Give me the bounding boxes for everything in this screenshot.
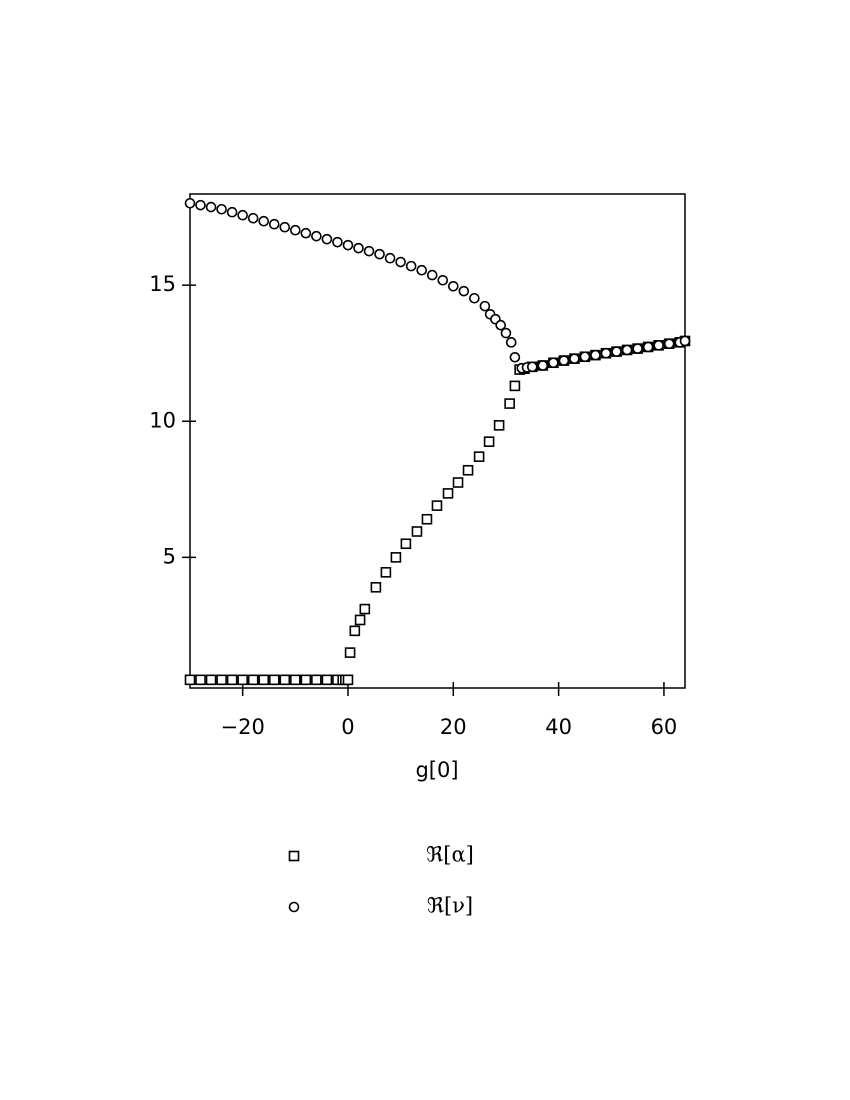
point	[569, 353, 580, 364]
point	[247, 212, 259, 224]
point	[663, 338, 675, 349]
x-tick-label: 0	[341, 715, 354, 739]
point	[184, 197, 196, 209]
point	[311, 230, 322, 242]
point	[509, 380, 521, 392]
x-axis-label: g[0]	[415, 758, 458, 782]
point	[300, 674, 312, 686]
point	[342, 239, 354, 251]
y-tick-label: 5	[163, 544, 176, 568]
point	[216, 674, 227, 686]
y-tick-label: 15	[149, 272, 176, 296]
point	[300, 227, 312, 239]
point	[504, 398, 515, 409]
point	[195, 674, 206, 686]
point	[462, 464, 474, 476]
point	[370, 581, 382, 593]
point	[526, 361, 538, 373]
point	[400, 538, 412, 550]
point	[483, 436, 495, 447]
legend-marker	[288, 850, 300, 862]
point	[473, 451, 485, 462]
point	[226, 674, 238, 686]
point	[290, 224, 301, 236]
point	[321, 233, 333, 245]
point	[493, 420, 505, 431]
point	[469, 292, 480, 304]
point	[247, 674, 259, 686]
point	[390, 552, 402, 563]
point	[279, 221, 291, 233]
point	[380, 567, 392, 578]
point	[509, 352, 521, 363]
point	[548, 357, 559, 369]
point	[505, 337, 517, 348]
point	[268, 674, 280, 686]
point	[437, 274, 449, 286]
point	[600, 347, 612, 359]
point	[216, 203, 227, 215]
point	[332, 236, 343, 248]
point	[558, 355, 570, 366]
point	[500, 327, 512, 339]
x-tick-label: 60	[651, 715, 678, 739]
plot-frame	[189, 193, 686, 689]
point	[226, 206, 238, 218]
x-tick-label: 40	[545, 715, 572, 739]
point	[458, 285, 470, 297]
point	[426, 269, 438, 281]
point	[344, 647, 356, 658]
point	[642, 341, 654, 353]
point	[632, 343, 643, 354]
legend-label: ℜ[α]	[426, 843, 474, 867]
point	[311, 674, 322, 686]
point	[363, 245, 375, 257]
legend-marker	[288, 901, 300, 913]
point	[579, 351, 591, 363]
point	[653, 340, 664, 351]
point	[268, 218, 280, 230]
point	[258, 674, 270, 686]
point	[411, 526, 423, 537]
point	[237, 674, 248, 686]
point	[258, 215, 270, 227]
point	[290, 674, 301, 686]
point	[421, 513, 433, 525]
point	[611, 346, 622, 357]
point	[349, 625, 361, 637]
point	[205, 674, 217, 686]
point	[479, 300, 491, 312]
point	[384, 252, 396, 264]
point	[405, 260, 417, 272]
point	[354, 614, 366, 626]
point	[279, 674, 291, 686]
point	[447, 280, 459, 292]
point	[495, 319, 506, 331]
point	[195, 199, 206, 211]
point	[416, 264, 428, 276]
point	[431, 500, 443, 511]
x-tick-label: −20	[220, 715, 264, 739]
point	[452, 477, 464, 488]
legend-label: ℜ[ν]	[427, 894, 473, 918]
point	[442, 488, 454, 499]
y-tick-label: 10	[149, 408, 176, 432]
point	[205, 201, 217, 213]
x-tick-label: 20	[440, 715, 467, 739]
point	[321, 674, 333, 686]
point	[359, 603, 371, 615]
point	[237, 209, 248, 221]
point	[621, 344, 633, 356]
point	[590, 349, 601, 361]
point	[353, 242, 364, 254]
point	[679, 335, 691, 347]
point	[395, 256, 406, 268]
point	[184, 674, 196, 686]
point	[374, 248, 385, 260]
point	[342, 674, 354, 686]
point	[537, 360, 549, 371]
